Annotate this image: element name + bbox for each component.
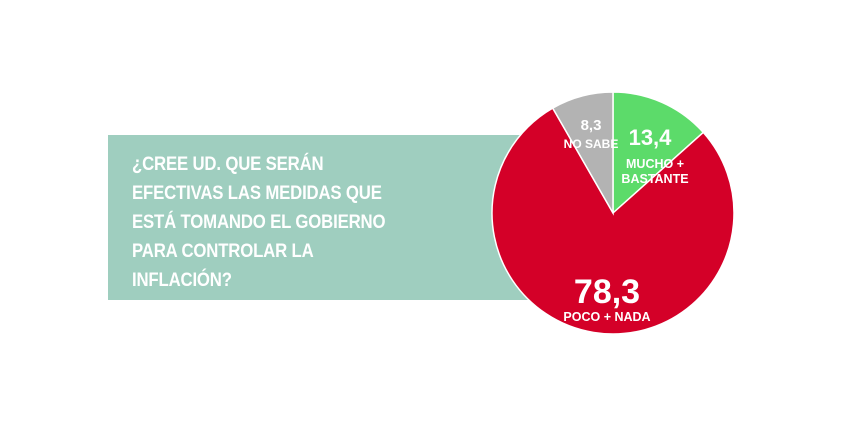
slice-value-no-sabe: 8,3	[581, 117, 602, 134]
question-box	[108, 135, 543, 300]
slice-label-no-sabe: NO SABE	[564, 137, 619, 151]
pie-slice-poco-nada	[491, 107, 735, 335]
slice-value-poco-nada: 78,3	[574, 273, 640, 311]
slice-label-poco-nada: POCO + NADA	[563, 310, 650, 324]
question-text: ¿CREE UD. QUE SERÁN EFECTIVAS LAS MEDIDA…	[132, 153, 386, 291]
pie-slice-no-sabe	[551, 91, 614, 216]
pie-slice-mucho-bastante	[612, 91, 705, 215]
slice-value-mucho-bastante: 13,4	[629, 125, 673, 150]
slice-label-mucho-bastante: MUCHO + BASTANTE	[621, 157, 688, 186]
